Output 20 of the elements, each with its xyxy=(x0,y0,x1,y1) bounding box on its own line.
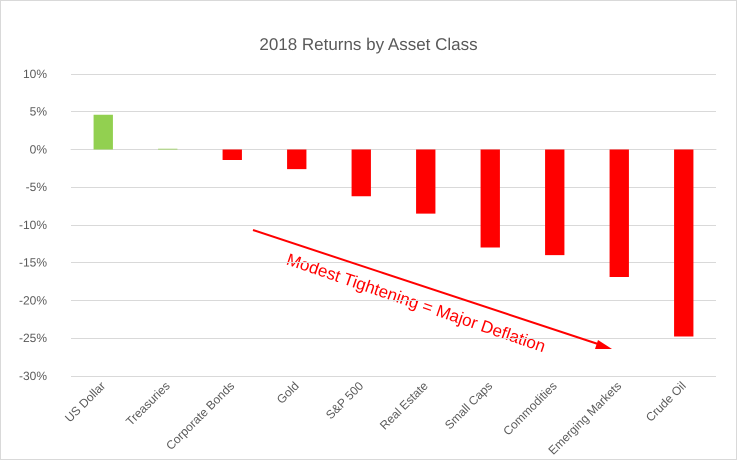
y-tick-label: -25% xyxy=(18,331,48,346)
y-tick-label: 0% xyxy=(30,142,48,156)
y-tick-label: 5% xyxy=(30,104,48,119)
y-tick-label: -10% xyxy=(18,218,48,232)
bar xyxy=(222,149,242,160)
bar xyxy=(480,149,500,248)
y-tick-label: 10% xyxy=(22,67,48,81)
bar xyxy=(610,149,629,277)
bar xyxy=(287,149,306,170)
chart-title: 2018 Returns by Asset Class xyxy=(259,35,478,54)
y-tick-label: -15% xyxy=(18,256,48,270)
bar xyxy=(545,149,564,256)
bar xyxy=(94,114,113,150)
bar xyxy=(352,149,371,196)
y-tick-label: -5% xyxy=(26,180,48,194)
bar xyxy=(416,149,436,214)
y-tick-label: -20% xyxy=(18,293,48,308)
y-tick-label: -30% xyxy=(18,368,48,383)
x-tick-label: S&P 500 xyxy=(323,378,366,422)
bar xyxy=(674,149,694,337)
